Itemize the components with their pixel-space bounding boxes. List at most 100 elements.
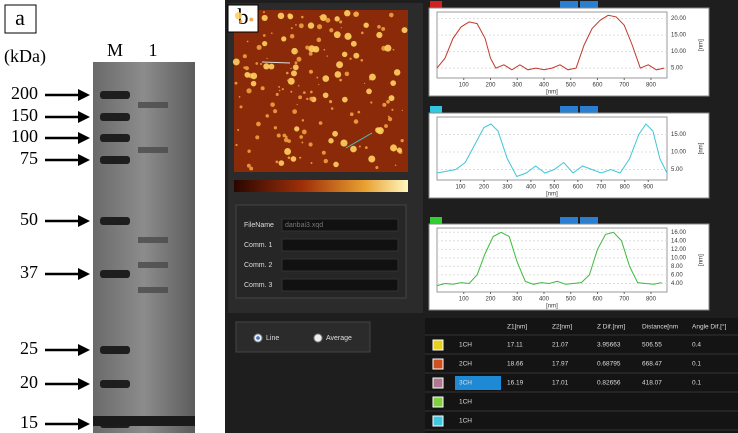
afm-particle: [262, 40, 268, 47]
profile-line: [436, 123, 668, 178]
gel-band: [100, 380, 130, 388]
afm-particle: [285, 71, 289, 75]
channel-swatch: [430, 217, 442, 225]
afm-particle: [336, 61, 344, 69]
afm-particle: [349, 57, 352, 60]
x-axis-label: [nm]: [546, 192, 558, 198]
afm-particle: [292, 64, 299, 71]
table-cell: 16.19: [507, 380, 524, 387]
nav-button[interactable]: [560, 1, 578, 10]
afm-particle: [268, 63, 275, 70]
afm-particle: [334, 71, 342, 78]
afm-particle: [239, 105, 243, 109]
afm-particle: [322, 75, 330, 82]
afm-particle: [319, 15, 321, 18]
radio-label: Line: [266, 335, 279, 342]
nav-button[interactable]: [560, 217, 578, 226]
afm-particle: [296, 103, 298, 106]
afm-particle: [296, 50, 299, 53]
channel-swatch: [430, 106, 442, 114]
field-label: Comm. 1: [244, 242, 273, 249]
y-tick-label: 12.00: [671, 247, 687, 253]
afm-particle: [234, 12, 243, 20]
afm-particle: [301, 15, 304, 19]
marker-label: 15: [20, 412, 38, 432]
table-cell: 2CH: [459, 361, 472, 368]
y-tick-label: 5.00: [671, 66, 683, 72]
y-tick-label: 10.00: [671, 150, 687, 156]
field-input: [281, 278, 399, 292]
afm-particle: [277, 12, 285, 20]
afm-particle: [350, 40, 357, 47]
nav-button[interactable]: [580, 1, 598, 10]
afm-particle: [319, 14, 327, 22]
afm-particle: [316, 24, 323, 30]
panel-label-box: [4, 4, 37, 34]
table-cell: 668.47: [642, 361, 662, 368]
nav-button[interactable]: [580, 217, 598, 226]
row-swatch: [432, 358, 444, 370]
x-tick-label: 400: [539, 83, 550, 89]
afm-particle: [298, 95, 303, 100]
afm-particle: [278, 160, 285, 166]
afm-particle: [364, 146, 368, 150]
afm-particle: [249, 17, 254, 22]
table-cell: 1CH: [459, 418, 472, 425]
table-cell: 3.95663: [597, 342, 621, 349]
afm-particle: [375, 127, 381, 133]
afm-particle: [344, 71, 350, 77]
afm-particle: [400, 139, 404, 143]
afm-particle: [353, 11, 359, 17]
arrow-head: [78, 378, 90, 390]
afm-particle: [244, 71, 251, 78]
afm-particle: [309, 96, 314, 101]
afm-particle: [259, 62, 263, 66]
nav-button[interactable]: [560, 106, 578, 115]
afm-particle: [308, 142, 313, 147]
afm-particle: [256, 44, 262, 50]
radio[interactable]: [313, 333, 323, 343]
afm-particle: [308, 69, 313, 74]
afm-particle: [243, 66, 246, 69]
gel-band: [138, 262, 168, 268]
afm-particle: [273, 126, 278, 130]
afm-particle: [382, 102, 387, 107]
afm-particle: [393, 69, 401, 76]
row-swatch: [432, 396, 444, 408]
x-tick-label: 700: [619, 83, 630, 89]
row-swatch: [432, 415, 444, 427]
afm-particle: [330, 107, 334, 110]
x-tick-label: 500: [566, 83, 577, 89]
scan-line: [261, 61, 291, 64]
afm-particle: [376, 31, 383, 39]
afm-particle: [339, 78, 342, 82]
gel-band: [100, 134, 130, 142]
afm-particle: [325, 17, 331, 23]
afm-particle: [390, 144, 398, 152]
afm-particle: [287, 156, 291, 160]
x-tick-label: 800: [620, 185, 631, 191]
y-axis-label: [nm]: [699, 39, 705, 51]
afm-particle: [278, 89, 281, 92]
afm-particle: [370, 101, 373, 104]
x-tick-label: 600: [573, 185, 584, 191]
afm-particle: [290, 156, 297, 162]
profile-line: [436, 14, 665, 71]
afm-particle: [363, 22, 369, 28]
channel-swatch: [430, 1, 442, 9]
afm-particle: [283, 137, 289, 143]
table-cell: 0.82656: [597, 380, 621, 387]
afm-particle: [310, 90, 313, 94]
afm-particle: [377, 25, 381, 29]
y-tick-label: 20.00: [671, 16, 687, 22]
table-cell: 1CH: [459, 399, 472, 406]
gel: [93, 62, 195, 433]
gel-band: [138, 287, 168, 293]
nav-button[interactable]: [580, 106, 598, 115]
table-cell: 0.1: [692, 361, 701, 368]
gel-band: [100, 346, 130, 354]
afm-particle: [255, 62, 259, 65]
afm-particle: [305, 45, 310, 50]
afm-particle: [339, 20, 343, 24]
